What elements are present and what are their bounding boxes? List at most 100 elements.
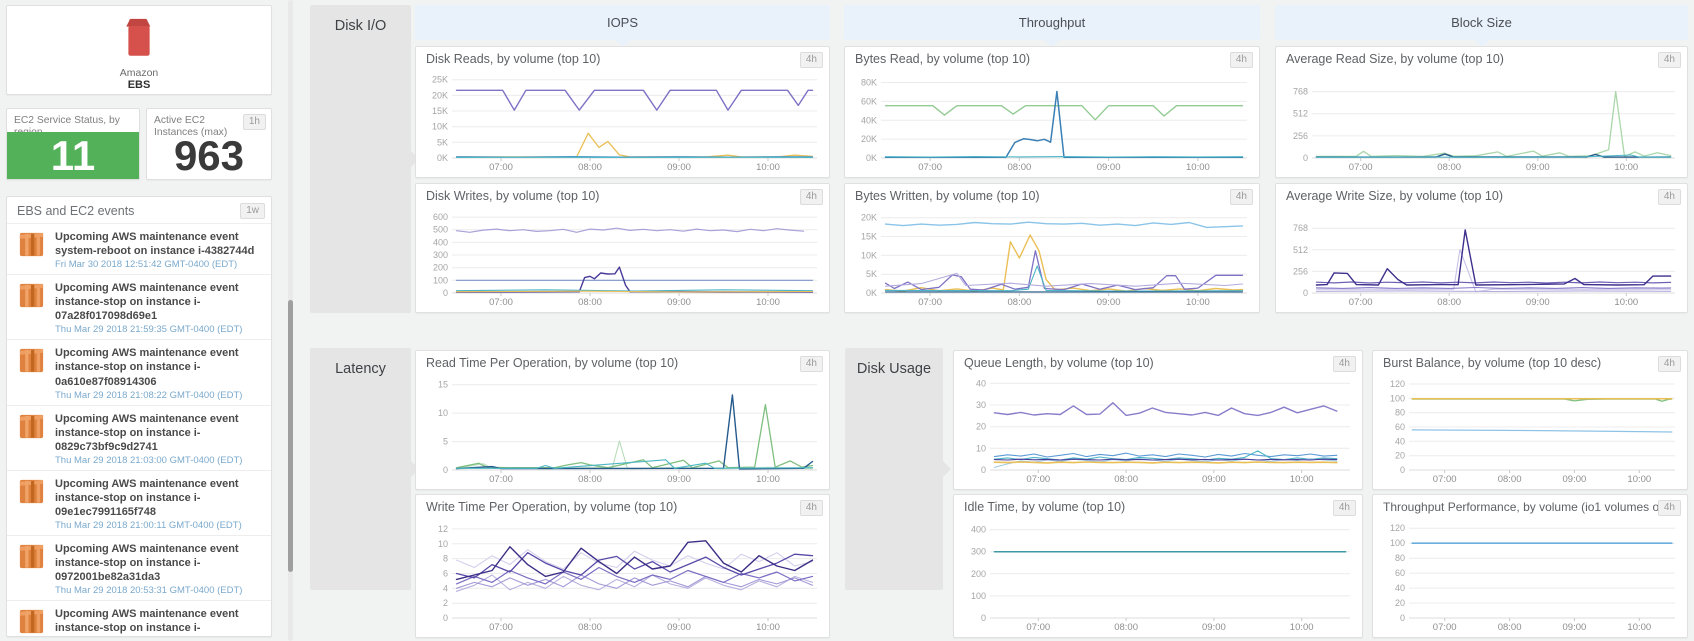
timeframe-badge[interactable]: 4h	[1657, 356, 1681, 372]
timeframe-badge[interactable]: 4h	[799, 500, 823, 516]
chart-plot[interactable]: 0K 5K 10K 15K 20K 25K 07:00 08:00 09:00 10:00	[418, 70, 825, 174]
svg-text:12: 12	[438, 524, 448, 534]
svg-text:09:00: 09:00	[1563, 622, 1587, 633]
event-timestamp: Thu Mar 29 2018 21:00:11 GMT-0400 (EDT)	[55, 520, 242, 532]
svg-text:40: 40	[976, 378, 986, 388]
chart-plot[interactable]: 0 256 512 768 07:00 08:00 09:00 10:00	[1278, 70, 1683, 174]
chart-plot[interactable]: 0 256 512 768 07:00 08:00 09:00 10:00	[1278, 207, 1683, 309]
chart-title: Average Write Size, by volume (top 10)	[1286, 189, 1503, 203]
chart-plot[interactable]: 0K 5K 10K 15K 20K 07:00 08:00 09:00 10:00	[847, 207, 1255, 309]
svg-text:07:00: 07:00	[1026, 622, 1050, 633]
svg-text:09:00: 09:00	[1097, 162, 1121, 173]
event-timestamp: Thu Mar 29 2018 21:03:00 GMT-0400 (EDT)	[55, 454, 243, 466]
event-item[interactable]: Upcoming AWS maintenance event system-re…	[7, 224, 271, 274]
timeframe-badge[interactable]: 4h	[799, 189, 823, 205]
svg-text:512: 512	[1293, 109, 1308, 119]
svg-text:09:00: 09:00	[1202, 622, 1226, 633]
chart-plot[interactable]: 0 2 4 6 8 10 12 07:00 08:00 09:00 10:00	[418, 518, 825, 634]
status-value: 11	[50, 131, 96, 179]
svg-text:5K: 5K	[437, 137, 448, 147]
events-title: EBS and EC2 events	[17, 204, 135, 218]
chart-plot[interactable]: 0 20 40 60 80 100 120 07:00 08:00 09:00 10:00	[1375, 374, 1683, 486]
svg-text:256: 256	[1293, 266, 1308, 276]
svg-text:5: 5	[443, 437, 448, 447]
event-title: Upcoming AWS maintenance event system-re…	[55, 231, 255, 258]
column-header-throughput: Throughput	[844, 5, 1260, 47]
chart-title: Throughput Performance, by volume (io1 v…	[1383, 500, 1658, 514]
chart-average-write-size: Average Write Size, by volume (top 10) 4h…	[1275, 183, 1688, 313]
ec2-instance-icon	[17, 412, 46, 441]
timeframe-badge[interactable]: 4h	[1657, 189, 1681, 205]
timeframe-badge[interactable]: 4h	[1332, 500, 1356, 516]
event-item[interactable]: Upcoming AWS maintenance event instance-…	[7, 600, 271, 636]
svg-text:07:00: 07:00	[489, 162, 513, 173]
instances-card-title: Active EC2 Instances (max)	[154, 115, 228, 138]
events-list[interactable]: Upcoming AWS maintenance event system-re…	[7, 224, 271, 636]
timeframe-badge[interactable]: 4h	[1657, 500, 1681, 516]
group-label-disk-usage: Disk Usage	[845, 348, 951, 590]
chart-plot[interactable]: 0K 20K 40K 60K 80K 07:00 08:00 09:00 10:00	[847, 70, 1255, 174]
chart-disk-reads: Disk Reads, by volume (top 10) 4h 0K 5K 10K…	[415, 46, 830, 178]
timeframe-badge[interactable]: 1w	[240, 203, 265, 219]
svg-text:09:00: 09:00	[1526, 297, 1550, 308]
ec2-instance-icon	[17, 477, 46, 506]
svg-text:08:00: 08:00	[1114, 474, 1138, 485]
ebs-label-ebs: EBS	[127, 79, 151, 91]
timeframe-badge[interactable]: 4h	[799, 356, 823, 372]
chart-title: Write Time Per Operation, by volume (top…	[426, 500, 678, 514]
chart-throughput-performance: Throughput Performance, by volume (io1 v…	[1372, 494, 1688, 638]
event-item[interactable]: Upcoming AWS maintenance event instance-…	[7, 535, 271, 600]
svg-text:0: 0	[443, 288, 448, 298]
chart-plot[interactable]: 0 100 200 300 400 500 600 07:00 08:00 09:00 10:00	[418, 207, 825, 309]
event-title: Upcoming AWS maintenance event instance-…	[55, 543, 239, 584]
svg-text:07:00: 07:00	[1026, 474, 1050, 485]
scrollbar-thumb[interactable]	[288, 300, 293, 572]
svg-text:8: 8	[443, 554, 448, 564]
chart-plot[interactable]: 0 5 10 15 07:00 08:00 09:00 10:00	[418, 374, 825, 486]
svg-text:10K: 10K	[432, 122, 448, 132]
timeframe-badge[interactable]: 1h	[242, 114, 266, 130]
svg-text:07:00: 07:00	[1433, 474, 1457, 485]
chart-idle-time: Idle Time, by volume (top 10) 4h 0 100 200 3…	[953, 494, 1363, 638]
event-title: Upcoming AWS maintenance event instance-…	[55, 477, 239, 519]
svg-text:0: 0	[981, 465, 986, 475]
event-item[interactable]: Upcoming AWS maintenance event instance-…	[7, 274, 271, 339]
timeframe-badge[interactable]: 4h	[1657, 52, 1681, 68]
svg-text:30: 30	[976, 400, 986, 410]
svg-text:20K: 20K	[432, 90, 448, 100]
svg-text:300: 300	[433, 250, 448, 260]
svg-text:200: 200	[971, 569, 986, 579]
ec2-instance-icon	[17, 607, 46, 636]
svg-text:0: 0	[981, 613, 986, 623]
event-title: Upcoming AWS maintenance event instance-…	[55, 412, 239, 453]
svg-text:0K: 0K	[437, 153, 448, 163]
svg-text:15K: 15K	[432, 106, 448, 116]
timeframe-badge[interactable]: 4h	[1332, 356, 1356, 372]
event-item[interactable]: Upcoming AWS maintenance event instance-…	[7, 339, 271, 404]
svg-text:0: 0	[443, 613, 448, 623]
event-item[interactable]: Upcoming AWS maintenance event instance-…	[7, 469, 271, 535]
svg-text:08:00: 08:00	[578, 162, 602, 173]
svg-text:4: 4	[443, 583, 448, 593]
svg-text:08:00: 08:00	[1437, 162, 1461, 173]
chart-bytes-read: Bytes Read, by volume (top 10) 4h 0K 20K 40…	[844, 46, 1260, 178]
svg-text:08:00: 08:00	[1498, 474, 1522, 485]
timeframe-badge[interactable]: 4h	[799, 52, 823, 68]
chart-title: Disk Reads, by volume (top 10)	[426, 52, 601, 66]
chart-plot[interactable]: 0 10 20 30 40 07:00 08:00 09:00 10:00	[956, 374, 1358, 486]
svg-text:768: 768	[1293, 87, 1308, 97]
chart-plot[interactable]: 0 100 200 300 400 07:00 08:00 09:00 10:00	[956, 518, 1358, 634]
svg-text:80: 80	[1395, 408, 1405, 418]
instances-value: 963	[173, 132, 245, 179]
svg-text:40: 40	[1395, 583, 1405, 593]
svg-text:200: 200	[433, 263, 448, 273]
svg-text:09:00: 09:00	[1526, 162, 1550, 173]
svg-text:100: 100	[1390, 393, 1405, 403]
timeframe-badge[interactable]: 4h	[1229, 189, 1253, 205]
timeframe-badge[interactable]: 4h	[1229, 52, 1253, 68]
event-item[interactable]: Upcoming AWS maintenance event instance-…	[7, 404, 271, 470]
svg-text:0: 0	[443, 465, 448, 475]
chart-plot[interactable]: 0 20 40 60 80 100 120 07:00 08:00 09:00 10:00	[1375, 518, 1683, 634]
svg-text:07:00: 07:00	[1433, 622, 1457, 633]
